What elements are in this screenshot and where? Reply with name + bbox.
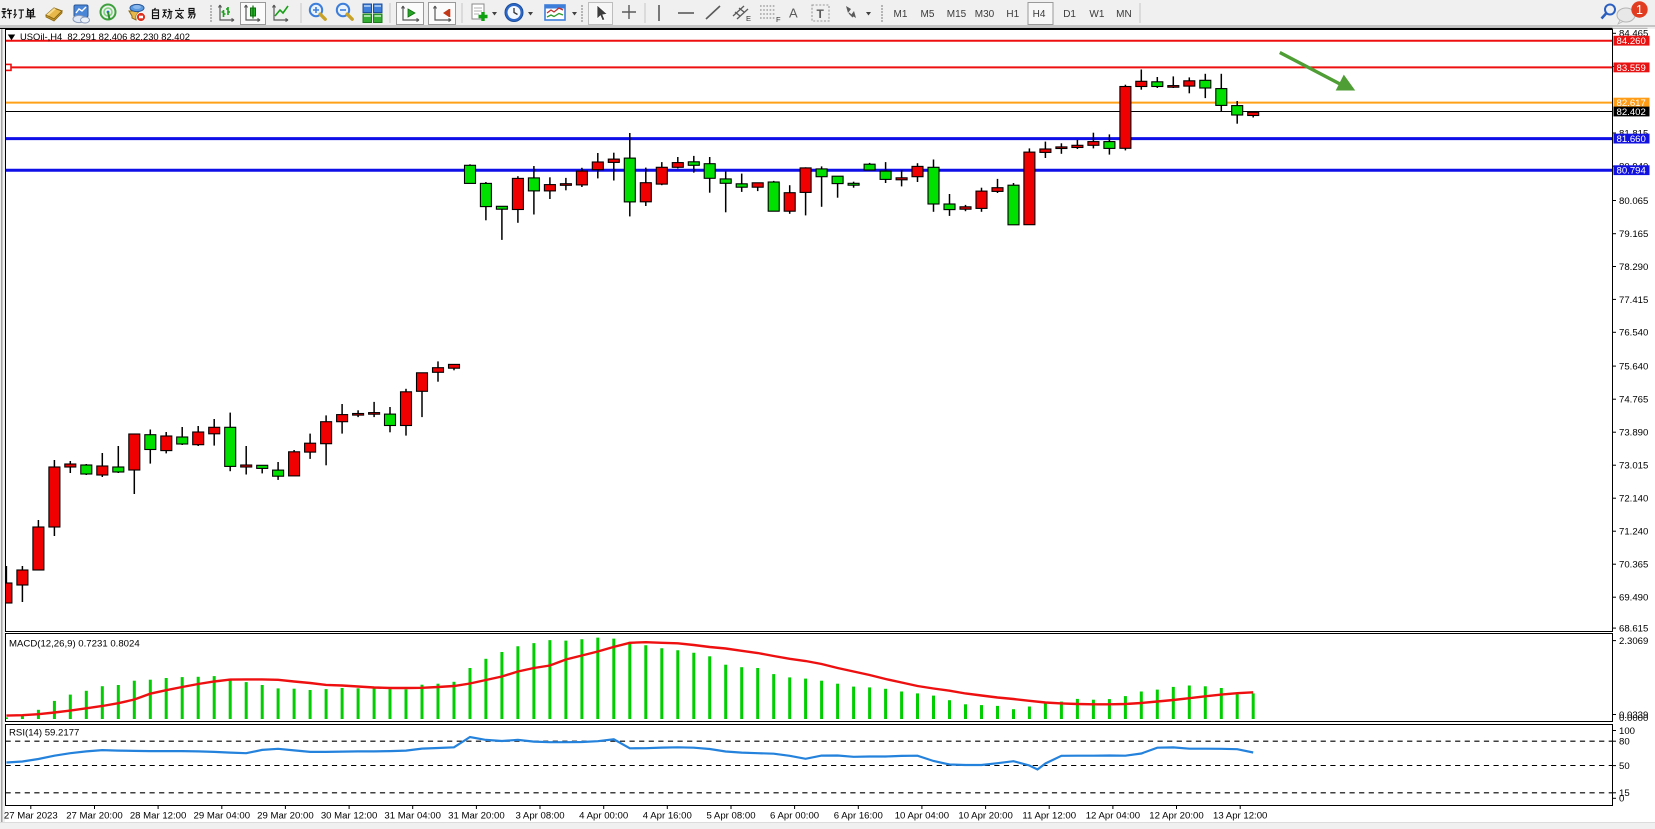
svg-text:84.465: 84.465 xyxy=(1619,29,1648,40)
svg-text:M15: M15 xyxy=(947,9,967,20)
svg-text:80: 80 xyxy=(1619,737,1630,748)
svg-text:M5: M5 xyxy=(921,9,935,20)
svg-text:H4: H4 xyxy=(1033,9,1046,20)
svg-text:H1: H1 xyxy=(1006,9,1019,20)
svg-text:69.490: 69.490 xyxy=(1619,593,1648,604)
svg-text:68.615: 68.615 xyxy=(1619,624,1648,635)
svg-text:T: T xyxy=(817,7,825,21)
svg-text:50: 50 xyxy=(1619,761,1630,772)
svg-text:71.240: 71.240 xyxy=(1619,527,1648,538)
svg-text:F: F xyxy=(776,15,781,24)
svg-text:82.402: 82.402 xyxy=(1617,107,1646,118)
svg-text:80.065: 80.065 xyxy=(1619,196,1648,207)
svg-text:77.415: 77.415 xyxy=(1619,295,1648,306)
svg-text:75.640: 75.640 xyxy=(1619,362,1648,373)
svg-text:M1: M1 xyxy=(894,9,908,20)
svg-text:MACD(12,26,9) 0.7231 0.8024: MACD(12,26,9) 0.7231 0.8024 xyxy=(9,639,140,650)
svg-text:73.015: 73.015 xyxy=(1619,461,1648,472)
svg-text:74.765: 74.765 xyxy=(1619,395,1648,406)
svg-text:0: 0 xyxy=(1619,794,1624,805)
svg-text:W1: W1 xyxy=(1089,9,1104,20)
svg-text:10 Apr 04:00: 10 Apr 04:00 xyxy=(895,811,949,822)
svg-text:0.0000: 0.0000 xyxy=(1619,713,1648,724)
svg-text:6 Apr 16:00: 6 Apr 16:00 xyxy=(834,811,883,822)
svg-text:28 Mar 12:00: 28 Mar 12:00 xyxy=(130,811,187,822)
svg-text:29 Mar 20:00: 29 Mar 20:00 xyxy=(257,811,314,822)
svg-text:73.890: 73.890 xyxy=(1619,428,1648,439)
svg-text:12 Apr 04:00: 12 Apr 04:00 xyxy=(1086,811,1140,822)
svg-text:72.140: 72.140 xyxy=(1619,494,1648,505)
svg-text:83.559: 83.559 xyxy=(1617,63,1646,74)
svg-text:E: E xyxy=(746,14,751,23)
svg-text:79.165: 79.165 xyxy=(1619,229,1648,240)
svg-text:31 Mar 20:00: 31 Mar 20:00 xyxy=(448,811,505,822)
svg-text:10 Apr 20:00: 10 Apr 20:00 xyxy=(958,811,1012,822)
svg-text:15: 15 xyxy=(1619,788,1630,799)
svg-text:D1: D1 xyxy=(1063,9,1076,20)
svg-text:76.540: 76.540 xyxy=(1619,328,1648,339)
svg-text:30 Mar 12:00: 30 Mar 12:00 xyxy=(321,811,378,822)
svg-text:82.617: 82.617 xyxy=(1617,98,1646,109)
svg-text:80.794: 80.794 xyxy=(1617,166,1647,177)
svg-text:12 Apr 20:00: 12 Apr 20:00 xyxy=(1149,811,1203,822)
svg-text:6 Apr 00:00: 6 Apr 00:00 xyxy=(770,811,819,822)
svg-text:4 Apr 00:00: 4 Apr 00:00 xyxy=(579,811,628,822)
svg-text:100: 100 xyxy=(1619,726,1635,737)
svg-text:MN: MN xyxy=(1116,9,1132,20)
svg-text:3 Apr 08:00: 3 Apr 08:00 xyxy=(515,811,564,822)
svg-text:1: 1 xyxy=(1636,3,1643,17)
svg-text:29 Mar 04:00: 29 Mar 04:00 xyxy=(194,811,251,822)
svg-text:27 Mar 20:00: 27 Mar 20:00 xyxy=(66,811,123,822)
svg-text:31 Mar 04:00: 31 Mar 04:00 xyxy=(384,811,441,822)
svg-text:70.365: 70.365 xyxy=(1619,560,1648,571)
svg-text:11 Apr 12:00: 11 Apr 12:00 xyxy=(1022,811,1076,822)
svg-text:RSI(14) 59.2177: RSI(14) 59.2177 xyxy=(9,728,79,739)
svg-text:0.0339: 0.0339 xyxy=(1619,710,1648,721)
svg-text:78.290: 78.290 xyxy=(1619,262,1648,273)
svg-text:M30: M30 xyxy=(975,9,995,20)
svg-text:4 Apr 16:00: 4 Apr 16:00 xyxy=(643,811,692,822)
svg-text:81.660: 81.660 xyxy=(1617,134,1646,145)
svg-text:84.260: 84.260 xyxy=(1617,36,1646,47)
svg-text:13 Apr 12:00: 13 Apr 12:00 xyxy=(1213,811,1267,822)
svg-text:5 Apr 08:00: 5 Apr 08:00 xyxy=(706,811,755,822)
svg-text:27 Mar 2023: 27 Mar 2023 xyxy=(4,811,58,822)
svg-text:A: A xyxy=(789,6,798,21)
svg-text:USOil-,H4 82.291 82.406 82.23: USOil-,H4 82.291 82.406 82.230 82.402 xyxy=(20,31,190,42)
svg-text:2.3069: 2.3069 xyxy=(1619,636,1648,647)
